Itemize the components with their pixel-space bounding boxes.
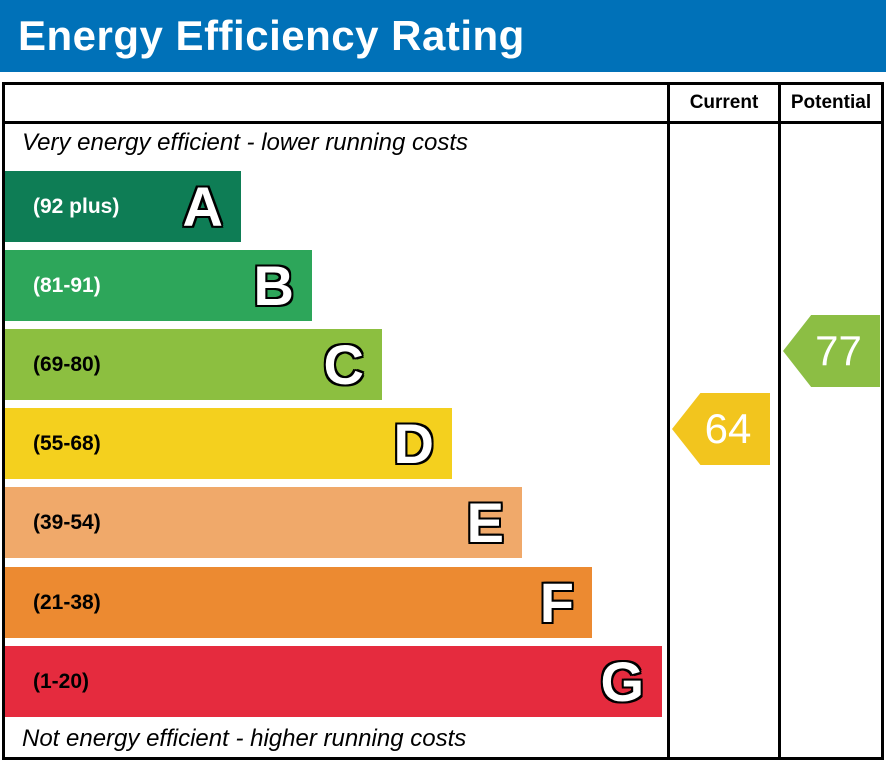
current-rating-arrow: 64 [672,393,770,465]
header-divider-line [5,121,881,124]
band-f-range-label: (21-38) [33,590,101,614]
potential-column-header: Potential [790,92,872,113]
band-c: (69-80) C [5,329,382,400]
band-g-range-label: (1-20) [33,669,90,693]
band-d-letter: D [393,411,434,475]
top-efficiency-note: Very energy efficient - lower running co… [22,129,468,156]
band-b-range-label: (81-91) [33,273,101,297]
band-b: (81-91) B [5,250,312,321]
band-a-range-label: (92 plus) [33,194,120,218]
band-f-letter: F [539,570,574,634]
band-e: (39-54) E [5,487,522,558]
band-e-range-label: (39-54) [33,510,101,534]
potential-column-divider [778,85,781,757]
band-f: (21-38) F [5,567,592,638]
potential-rating-arrow: 77 [783,315,880,387]
band-e-letter: E [466,490,504,554]
band-a: (92 plus) A [5,171,241,242]
band-g-letter: G [600,649,644,713]
current-column-divider [667,85,670,757]
band-d-range-label: (55-68) [33,431,101,455]
band-d: (55-68) D [5,408,452,479]
bottom-efficiency-note: Not energy efficient - higher running co… [22,725,467,752]
potential-rating-value: 77 [815,327,862,374]
current-column-header: Current [689,92,759,113]
page-title: Energy Efficiency Rating [18,12,525,59]
rating-table: Current Potential Very energy efficient … [2,82,884,760]
current-rating-value: 64 [704,405,752,452]
band-g: (1-20) G [5,646,662,717]
band-c-range-label: (69-80) [33,352,101,376]
band-a-letter: A [182,174,223,238]
band-b-letter: B [253,253,294,317]
band-c-letter: C [323,332,364,396]
title-bar: Energy Efficiency Rating [0,0,886,72]
